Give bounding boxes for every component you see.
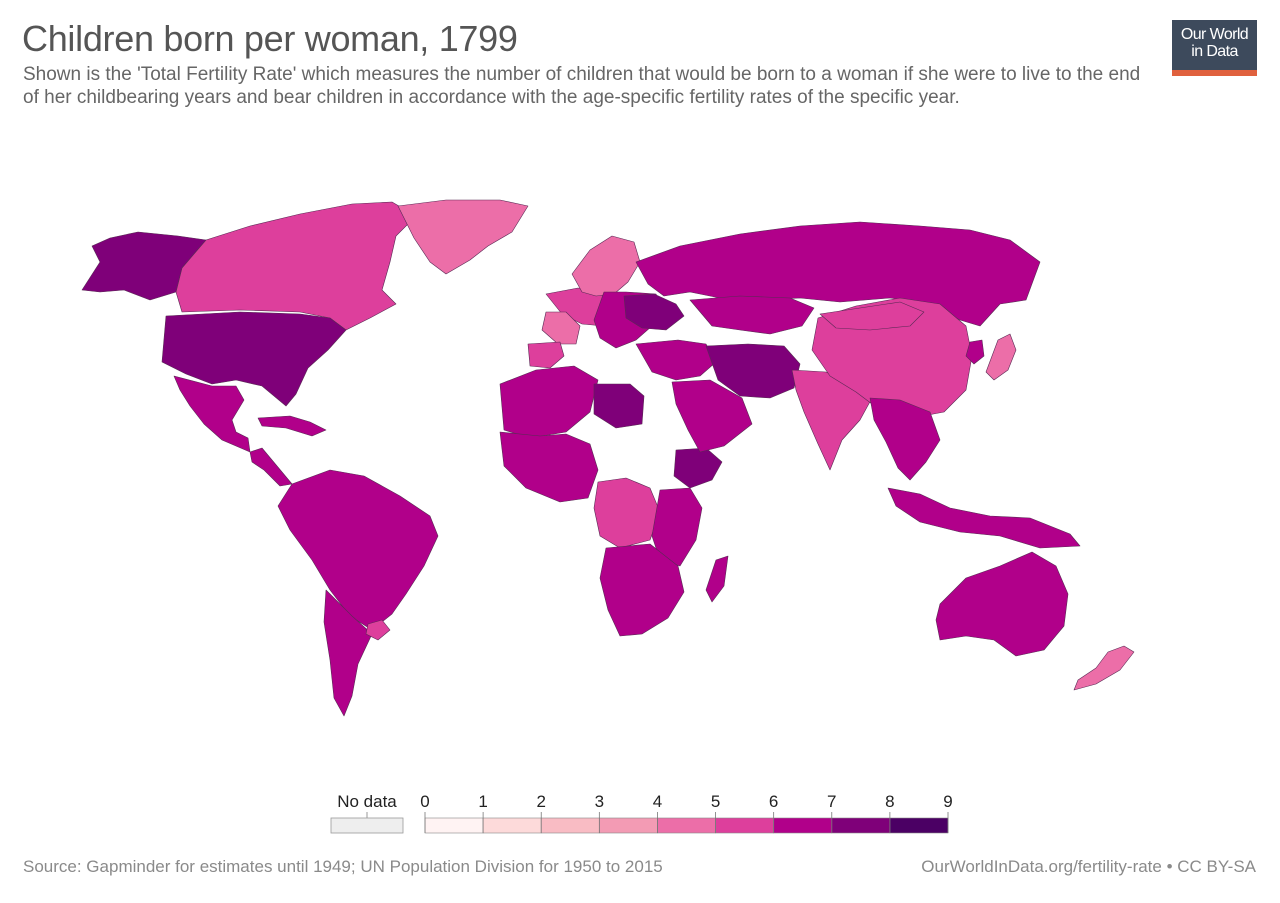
region-indonesia[interactable]: Indonesia: 6.3 xyxy=(887,487,1081,549)
region-libya[interactable]: Libya: 7.4 xyxy=(593,383,645,429)
legend-bin-1 xyxy=(482,817,542,834)
page-subtitle: Shown is the 'Total Fertility Rate' whic… xyxy=(23,64,1141,108)
legend-bin-8 xyxy=(889,817,949,834)
logo-line-2: in Data xyxy=(1191,43,1238,60)
region-new-zealand[interactable]: New Zealand: 4.8 xyxy=(1073,645,1135,691)
legend-tick-label-6: 6 xyxy=(769,792,778,811)
region-spain[interactable]: Spain: 5.3 xyxy=(527,341,565,369)
map-legend: No data 0 1 2 3 4 5 6 7 8 9 xyxy=(330,792,953,834)
legend-bin-2 xyxy=(540,817,600,834)
region-argentina[interactable]: Argentina: 6.6 xyxy=(323,589,373,717)
legend-bin-3 xyxy=(599,817,658,834)
region-australia[interactable]: Australia: 6.6 xyxy=(935,551,1069,657)
region-southern-africa[interactable]: Southern Africa: 6.2 xyxy=(599,543,685,637)
legend-tick-label-7: 7 xyxy=(827,792,836,811)
legend-tick-label-4: 4 xyxy=(653,792,662,811)
region-ukraine[interactable]: Ukraine: 7.3 xyxy=(623,293,685,331)
source-note: Source: Gapminder for estimates until 19… xyxy=(23,857,663,876)
legend-tick-label-1: 1 xyxy=(478,792,487,811)
legend-tick-label-5: 5 xyxy=(711,792,720,811)
region-united-states[interactable]: United States: 7 xyxy=(161,311,347,407)
legend-bin-0 xyxy=(424,817,484,834)
region-north-africa[interactable]: North Africa: 6.6 xyxy=(499,365,599,439)
map-regions: Alaska: 7.1Canada: 5.6Greenland: 4.6Unit… xyxy=(81,199,1135,717)
legend-tick-label-3: 3 xyxy=(595,792,604,811)
region-russia[interactable]: Russia: 6.8 xyxy=(635,221,1041,327)
region-central-africa[interactable]: Central Africa: 5.6 xyxy=(593,477,661,549)
region-greenland[interactable]: Greenland: 4.6 xyxy=(397,199,529,275)
page-title: Children born per woman, 1799 xyxy=(22,18,518,59)
legend-tick-label-9: 9 xyxy=(943,792,952,811)
region-mexico[interactable]: Mexico: 6.8 xyxy=(173,375,251,453)
region-kazakhstan[interactable]: Kazakhstan: 6.5 xyxy=(689,295,815,335)
region-japan[interactable]: Japan: 4.7 xyxy=(985,333,1017,381)
region-canada[interactable]: Canada: 5.6 xyxy=(175,201,417,331)
legend-bin-5 xyxy=(715,817,774,834)
region-southeast-asia[interactable]: Southeast Asia: 6.2 xyxy=(869,397,941,481)
legend-tick-label-2: 2 xyxy=(536,792,545,811)
logo-line-1: Our World xyxy=(1180,26,1249,43)
region-west-africa[interactable]: West Africa: 6.3 xyxy=(499,431,599,503)
legend-bin-7 xyxy=(831,817,891,834)
legend-bin-4 xyxy=(657,817,716,834)
legend-tick-label-8: 8 xyxy=(885,792,894,811)
region-scandinavia[interactable]: Scandinavia: 4.6 xyxy=(571,235,641,297)
region-france[interactable]: France: 4.4 xyxy=(541,311,581,345)
region-uruguay[interactable]: Uruguay: 5.8 xyxy=(365,619,391,641)
region-caribbean[interactable]: Caribbean: 6.4 xyxy=(257,415,327,437)
region-central-america[interactable]: Central America: 6.7 xyxy=(249,447,293,487)
region-korea[interactable]: Korea: 6.1 xyxy=(965,339,985,365)
region-mongolia[interactable]: Mongolia: 5.7 xyxy=(819,301,925,331)
owid-logo[interactable]: Our World in Data xyxy=(1172,20,1257,76)
legend-no-data-label: No data xyxy=(337,792,397,811)
region-iran-and-afghanistan[interactable]: Iran and Afghanistan: 7.2 xyxy=(705,343,801,399)
region-south-america[interactable]: South America: 6.5 xyxy=(277,469,439,631)
region-arabian-peninsula[interactable]: Arabian Peninsula: 6.6 xyxy=(671,379,753,453)
license-link[interactable]: OurWorldInData.org/fertility-rate • CC B… xyxy=(921,857,1256,876)
region-middle-east[interactable]: Middle East: 6.9 xyxy=(635,339,717,381)
legend-bin-6 xyxy=(773,817,833,834)
region-east-africa[interactable]: East Africa: 6.4 xyxy=(651,487,703,567)
logo-accent-bar xyxy=(1172,70,1257,76)
region-ethiopia[interactable]: Ethiopia: 7.3 xyxy=(673,447,723,489)
legend-no-data-swatch xyxy=(330,817,404,834)
legend-tick-label-0: 0 xyxy=(420,792,429,811)
region-madagascar[interactable]: Madagascar: 6.3 xyxy=(705,555,729,603)
